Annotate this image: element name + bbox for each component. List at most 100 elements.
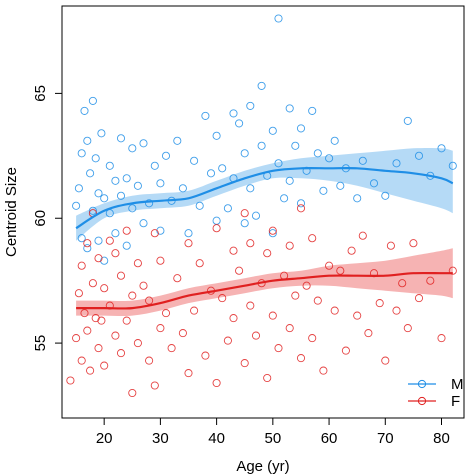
- data-point-f: [72, 334, 81, 343]
- data-point-f: [88, 279, 97, 288]
- data-point-f: [246, 301, 255, 310]
- data-point-f: [212, 378, 221, 388]
- data-point-m: [325, 154, 334, 163]
- x-tick-label: 80: [433, 430, 450, 447]
- data-point-f: [156, 324, 165, 333]
- data-point-f: [105, 236, 114, 245]
- data-point-f: [100, 361, 109, 370]
- data-point-m: [414, 151, 424, 160]
- data-point-f: [184, 239, 193, 248]
- data-point-f: [285, 241, 294, 250]
- data-point-m: [268, 126, 277, 135]
- data-point-m: [80, 106, 89, 115]
- data-point-f: [364, 329, 373, 338]
- data-point-f: [235, 266, 244, 275]
- data-point-f: [145, 356, 154, 365]
- data-point-m: [190, 156, 199, 165]
- data-point-m: [319, 186, 328, 195]
- data-points: [66, 14, 457, 398]
- data-point-m: [403, 116, 412, 125]
- data-point-f: [100, 284, 109, 293]
- data-point-f: [133, 259, 142, 268]
- data-point-m: [240, 149, 249, 158]
- data-point-m: [313, 149, 322, 158]
- data-point-m: [223, 204, 232, 213]
- data-point-f: [381, 356, 390, 365]
- y-axis: 55 60 65: [32, 85, 63, 352]
- y-tick-label: 55: [32, 335, 49, 352]
- data-point-f: [173, 274, 182, 283]
- data-point-m: [116, 191, 126, 200]
- fit-lines: [75, 167, 454, 310]
- x-axis-title: Age (yr): [236, 458, 289, 475]
- data-point-f: [296, 354, 306, 363]
- data-point-f: [86, 366, 95, 375]
- data-point-m: [111, 229, 120, 238]
- data-point-f: [330, 306, 339, 315]
- data-point-f: [375, 299, 384, 308]
- x-axis: 20 30 40 50 60 70 80: [96, 417, 450, 447]
- data-point-m: [246, 101, 255, 110]
- data-point-f: [74, 289, 83, 298]
- data-point-f: [212, 224, 221, 233]
- data-point-m: [86, 169, 95, 178]
- data-point-f: [122, 226, 131, 235]
- data-point-f: [246, 239, 255, 248]
- data-point-f: [325, 261, 334, 270]
- data-point-f: [116, 349, 126, 358]
- data-point-m: [274, 14, 283, 23]
- fit-line-f: [76, 271, 453, 310]
- data-point-m: [285, 176, 294, 185]
- data-point-f: [83, 239, 92, 248]
- data-point-m: [195, 201, 204, 210]
- data-point-f: [128, 291, 137, 300]
- data-point-m: [251, 211, 261, 220]
- data-point-f: [414, 294, 424, 303]
- data-point-f: [319, 366, 328, 375]
- data-point-f: [313, 296, 322, 305]
- data-point-f: [116, 271, 126, 280]
- data-point-f: [291, 291, 300, 300]
- data-point-m: [116, 134, 126, 143]
- x-tick-label: 60: [321, 430, 338, 447]
- data-point-f: [97, 316, 106, 325]
- data-point-f: [398, 279, 407, 288]
- data-point-f: [263, 249, 272, 258]
- data-point-f: [347, 246, 356, 255]
- legend-label-m: M: [451, 376, 464, 393]
- confidence-band-m: [76, 148, 453, 241]
- data-point-m: [100, 256, 109, 265]
- data-point-f: [150, 229, 159, 238]
- data-point-f: [403, 324, 412, 333]
- data-point-f: [77, 356, 86, 365]
- data-point-m: [145, 199, 154, 208]
- data-point-m: [206, 169, 216, 178]
- data-point-f: [133, 339, 142, 348]
- legend: M F: [408, 376, 464, 410]
- data-point-m: [285, 104, 294, 113]
- data-point-m: [336, 181, 345, 190]
- x-tick-label: 30: [152, 430, 169, 447]
- data-point-f: [240, 209, 249, 218]
- data-point-m: [105, 161, 114, 170]
- fit-line-m: [75, 167, 454, 230]
- data-point-m: [358, 156, 367, 165]
- y-tick-label: 65: [32, 85, 49, 102]
- data-point-m: [296, 199, 306, 208]
- data-point-f: [218, 294, 227, 303]
- data-point-f: [145, 296, 154, 305]
- data-point-f: [336, 266, 345, 275]
- data-point-m: [77, 149, 86, 158]
- legend-marker-f: [417, 396, 427, 406]
- x-tick-label: 50: [264, 430, 281, 447]
- data-point-m: [201, 111, 210, 120]
- data-point-m: [330, 136, 339, 145]
- data-point-f: [190, 306, 199, 315]
- y-axis-title: Centroid Size: [3, 167, 20, 257]
- legend-item-f: F: [408, 393, 460, 410]
- data-point-f: [392, 306, 401, 315]
- y-tick-label: 60: [32, 210, 49, 227]
- data-point-f: [161, 309, 171, 318]
- data-point-f: [229, 246, 238, 255]
